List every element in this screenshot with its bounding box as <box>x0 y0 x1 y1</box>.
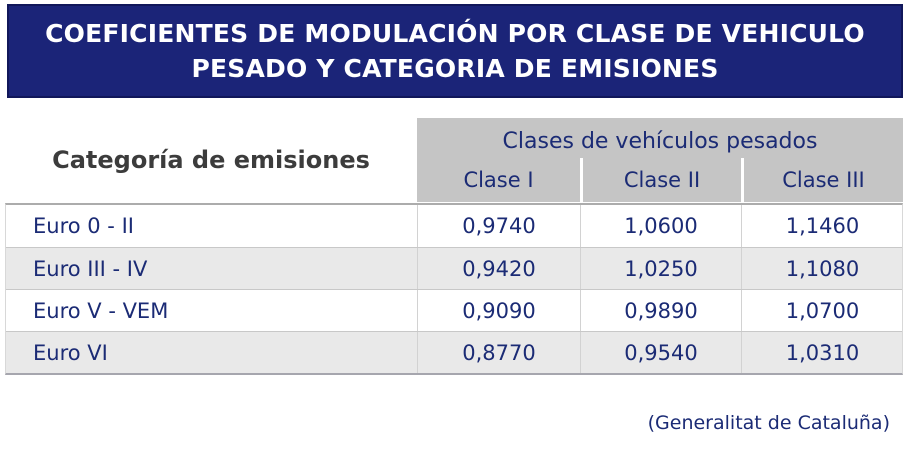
cell-value: 1,0310 <box>741 332 903 373</box>
cell-value: 0,8770 <box>417 332 580 373</box>
table-row: Euro III - IV 0,9420 1,0250 1,1080 <box>6 247 902 289</box>
cell-value: 1,0700 <box>741 290 903 331</box>
column-header-clase-3: Clase III <box>741 158 903 202</box>
column-headers: Clase I Clase II Clase III <box>417 158 903 202</box>
cell-value: 0,9090 <box>417 290 580 331</box>
table-header: Categoría de emisiones Clases de vehícul… <box>5 118 903 202</box>
row-dimension-header: Categoría de emisiones <box>5 118 417 202</box>
cell-value: 0,9740 <box>417 205 580 247</box>
row-label: Euro V - VEM <box>33 298 169 323</box>
cell-value: 0,9420 <box>417 248 580 289</box>
cell-value: 0,9540 <box>580 332 741 373</box>
row-label: Euro VI <box>33 340 108 365</box>
title-banner: COEFICIENTES DE MODULACIÓN POR CLASE DE … <box>7 4 903 98</box>
table-row: Euro V - VEM 0,9090 0,9890 1,0700 <box>6 289 902 331</box>
column-group: Clases de vehículos pesados Clase I Clas… <box>417 118 903 202</box>
title-line-1: COEFICIENTES DE MODULACIÓN POR CLASE DE … <box>45 19 865 48</box>
column-header-clase-2: Clase II <box>580 158 741 202</box>
row-label: Euro III - IV <box>33 256 148 281</box>
cell-value: 0,9890 <box>580 290 741 331</box>
title-line-2: PESADO Y CATEGORIA DE EMISIONES <box>191 54 719 83</box>
table-body: Euro 0 - II 0,9740 1,0600 1,1460 Euro II… <box>5 203 903 375</box>
column-header-clase-1: Clase I <box>463 168 534 192</box>
column-group-header: Clases de vehículos pesados <box>502 128 818 154</box>
cell-value: 1,1080 <box>741 248 903 289</box>
cell-value: 1,0600 <box>580 205 741 247</box>
cell-value: 1,1460 <box>741 205 903 247</box>
table-row: Euro 0 - II 0,9740 1,0600 1,1460 <box>6 205 902 247</box>
source-attribution: (Generalitat de Cataluña) <box>647 412 890 434</box>
cell-value: 1,0250 <box>580 248 741 289</box>
table-row: Euro VI 0,8770 0,9540 1,0310 <box>6 331 902 373</box>
row-label: Euro 0 - II <box>33 214 134 238</box>
